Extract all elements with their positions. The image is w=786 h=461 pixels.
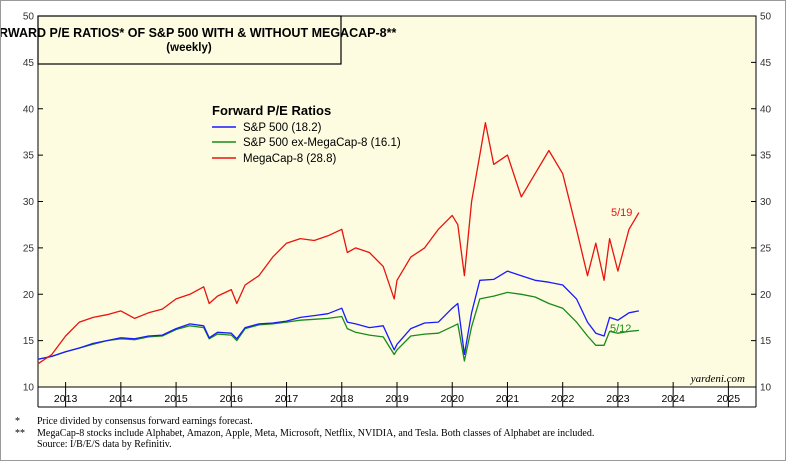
plot-area bbox=[37, 15, 757, 388]
y-tick-label: 40 bbox=[23, 104, 35, 115]
legend: Forward P/E Ratios S&P 500 (18.2) S&P 50… bbox=[212, 103, 401, 165]
annotation-ex-megacap-date: 5/12 bbox=[610, 323, 631, 335]
y-tick-label: 25 bbox=[760, 243, 772, 254]
y-tick-label: 30 bbox=[23, 197, 35, 208]
y-tick-label: 40 bbox=[760, 104, 772, 115]
x-tick-label: 2023 bbox=[606, 393, 630, 405]
footnote-text: Price divided by consensus forward earni… bbox=[37, 416, 253, 427]
footnote-3: Source: I/B/E/S data by Refinitiv. bbox=[15, 439, 775, 451]
series-line-sp500 bbox=[37, 270, 640, 360]
footnotes: * Price divided by consensus forward ear… bbox=[15, 416, 775, 451]
chart-subtitle: (weekly) bbox=[166, 42, 212, 54]
legend-title: Forward P/E Ratios bbox=[212, 103, 331, 118]
y-tick-label: 45 bbox=[23, 58, 35, 69]
y-tick-label: 20 bbox=[760, 290, 772, 301]
y-axis-right: 10 15 20 25 30 35 40 45 50 bbox=[751, 12, 772, 394]
footnote-text: MegaCap-8 stocks include Alphabet, Amazo… bbox=[37, 427, 595, 439]
chart-title: FORWARD P/E RATIOS* OF S&P 500 WITH & WI… bbox=[1, 26, 396, 40]
y-tick-label: 45 bbox=[760, 58, 772, 69]
footnote-mark: ** bbox=[15, 427, 25, 439]
legend-label-megacap: MegaCap-8 (28.8) bbox=[243, 153, 336, 165]
title-box bbox=[37, 15, 342, 65]
footnote-2: ** MegaCap-8 stocks include Alphabet, Am… bbox=[15, 428, 775, 440]
annotation-megacap-date: 5/19 bbox=[611, 207, 632, 219]
y-tick-label: 35 bbox=[760, 151, 772, 162]
x-tick-label: 2021 bbox=[496, 393, 520, 405]
y-tick-label: 35 bbox=[23, 151, 35, 162]
x-tick-label: 2013 bbox=[54, 393, 78, 405]
footnote-mark bbox=[15, 439, 37, 451]
x-tick-label: 2019 bbox=[385, 393, 409, 405]
series-line-megacap bbox=[37, 122, 640, 365]
y-tick-label: 10 bbox=[760, 383, 772, 394]
y-tick-label: 15 bbox=[23, 336, 35, 347]
footnote-mark: * bbox=[15, 416, 20, 427]
footnote-text: Source: I/B/E/S data by Refinitiv. bbox=[37, 439, 172, 450]
legend-label-ex-megacap: S&P 500 ex-MegaCap-8 (16.1) bbox=[243, 137, 401, 149]
x-tick-label: 2014 bbox=[109, 393, 133, 405]
y-tick-label: 30 bbox=[760, 197, 772, 208]
legend-label-sp500: S&P 500 (18.2) bbox=[243, 122, 322, 134]
y-tick-label: 15 bbox=[760, 336, 772, 347]
x-axis: 2013 2014 2015 2016 2017 2018 2019 2020 2021 2022… bbox=[37, 382, 757, 408]
x-tick-label: 2020 bbox=[441, 393, 465, 405]
x-tick-label: 2024 bbox=[661, 393, 685, 405]
series-layer bbox=[37, 122, 640, 365]
x-tick-label: 2016 bbox=[220, 393, 244, 405]
x-tick-label: 2017 bbox=[275, 393, 299, 405]
y-tick-label: 20 bbox=[23, 290, 35, 301]
x-tick-label: 2015 bbox=[164, 393, 188, 405]
x-tick-label: 2018 bbox=[330, 393, 354, 405]
y-tick-label: 50 bbox=[760, 12, 772, 23]
x-tick-label: 2022 bbox=[551, 393, 575, 405]
y-tick-label: 25 bbox=[23, 243, 35, 254]
x-tick-label: 2025 bbox=[717, 393, 741, 405]
y-tick-label: 10 bbox=[23, 383, 35, 394]
series-line-ex-megacap bbox=[37, 291, 639, 362]
footnote-1: * Price divided by consensus forward ear… bbox=[15, 416, 775, 428]
watermark: yardeni.com bbox=[690, 373, 745, 385]
y-tick-label: 50 bbox=[23, 12, 35, 23]
